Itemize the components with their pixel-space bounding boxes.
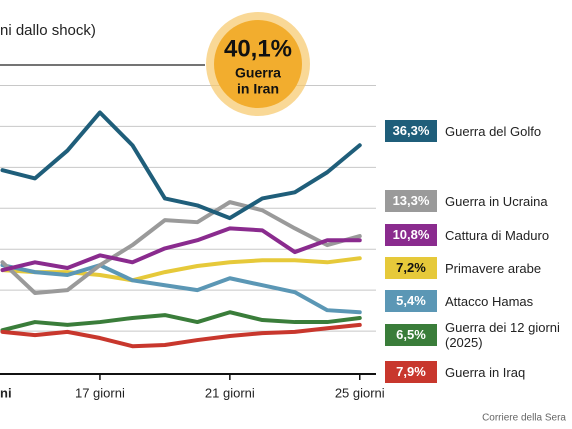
end-value-box: 13,3% — [385, 190, 437, 212]
end-label: 5,4% Attacco Hamas — [385, 286, 533, 316]
callout-label: in Iran — [237, 81, 279, 97]
end-label: 13,3% Guerra in Ucraina — [385, 186, 548, 216]
end-label: 7,9% Guerra in Iraq — [385, 357, 525, 387]
end-value-box: 7,9% — [385, 361, 437, 383]
end-label: 10,8% Cattura di Maduro — [385, 220, 549, 250]
source: Corriere della Sera — [482, 413, 566, 424]
end-value-box: 10,8% — [385, 224, 437, 246]
legend-entry: Guerra in Iraq — [445, 364, 526, 380]
end-label: 36,3% Guerra del Golfo — [385, 116, 541, 146]
end-value-box: 7,2% — [385, 257, 437, 279]
legend-entry: Attacco Hamas — [445, 293, 534, 309]
series-line — [0, 322, 362, 349]
series-line — [0, 226, 362, 273]
x-tick-label: 25 giorni — [335, 385, 385, 400]
series-line — [0, 263, 362, 315]
end-value-box: 6,5% — [385, 324, 437, 346]
series-line — [0, 200, 362, 295]
legend-entry: Primavere arabe — [445, 260, 542, 276]
series-line — [0, 110, 362, 221]
end-value-box: 36,3% — [385, 120, 437, 142]
end-label: 6,5% Guerra dei 12 giorni (2025) — [385, 320, 572, 350]
legend-entry: Cattura di Maduro — [445, 227, 550, 243]
x-tick-label: 17 giorni — [75, 385, 125, 400]
x-tick-label: ni — [0, 385, 12, 400]
chart-title: ni dallo shock) — [0, 22, 96, 39]
callout-bubble — [214, 20, 302, 108]
series-line — [0, 310, 362, 333]
end-value-box: 5,4% — [385, 290, 437, 312]
legend-entry: Guerra in Ucraina — [445, 193, 548, 209]
legend-entry: Guerra del Golfo — [445, 123, 542, 139]
legend-entry: Guerra dei 12 giorni (2025) — [445, 320, 560, 350]
x-tick-label: 21 giorni — [205, 385, 255, 400]
series-line — [0, 256, 362, 283]
callout-value: 40,1% — [224, 35, 292, 62]
callout-label: Guerra — [235, 65, 281, 81]
end-label: 7,2% Primavere arabe — [385, 253, 541, 283]
